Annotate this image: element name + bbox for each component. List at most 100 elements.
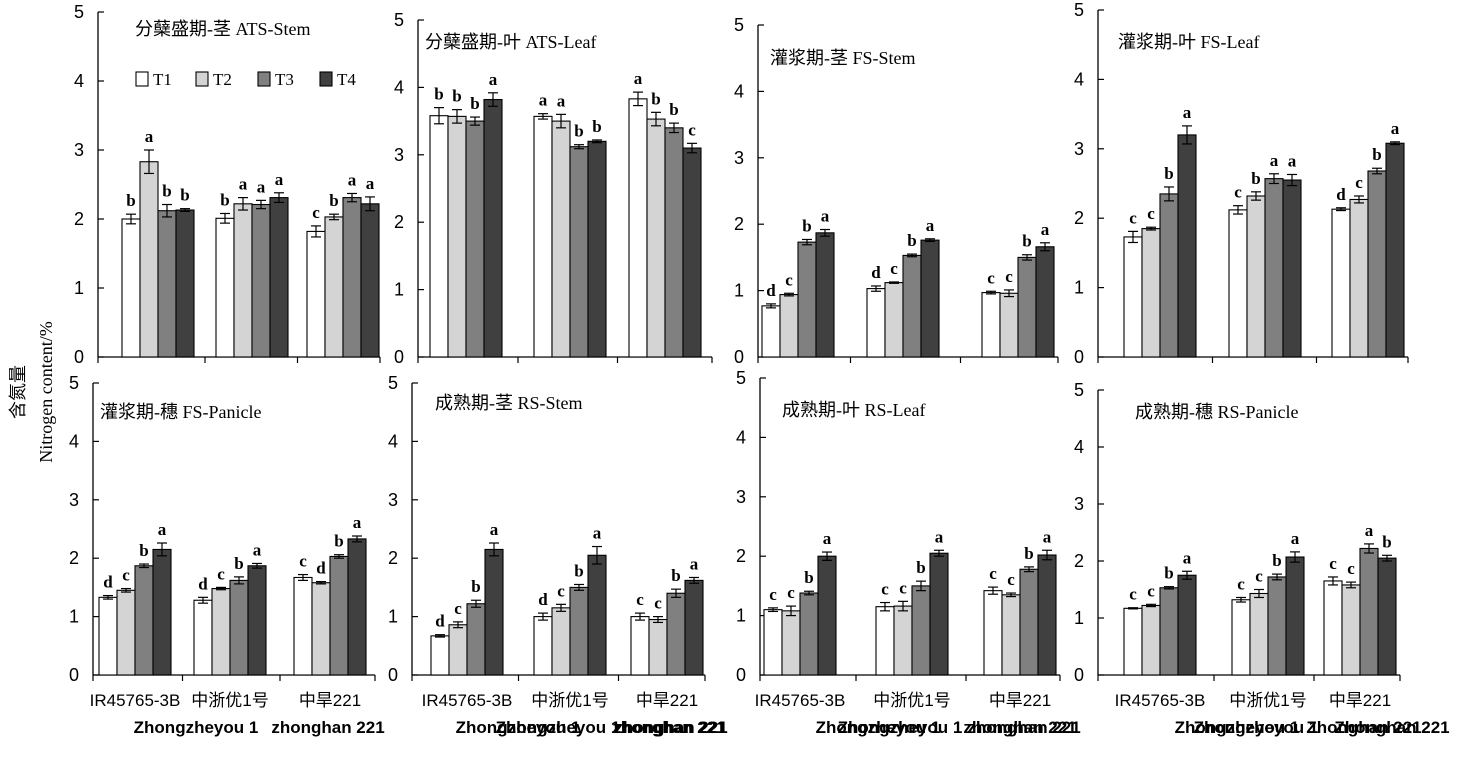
significance-letter: c	[636, 590, 644, 609]
significance-letter: c	[299, 552, 307, 571]
y-tick-label: 4	[74, 71, 84, 91]
bar-t4	[1385, 142, 1405, 358]
significance-letter: a	[690, 554, 699, 573]
significance-letter: c	[312, 203, 320, 222]
bar-t4	[247, 565, 267, 676]
significance-letter: a	[821, 207, 830, 226]
significance-letter: c	[1347, 559, 1355, 578]
category-label: 中浙优1号	[191, 691, 268, 710]
bar-t2	[779, 294, 799, 358]
significance-letter: b	[1272, 551, 1281, 570]
panel-title: 灌浆期-叶 FS-Leaf	[1118, 32, 1259, 52]
legend-swatch-t2	[195, 71, 209, 87]
significance-letter: b	[651, 89, 660, 108]
y-tick-label: 2	[69, 548, 79, 568]
bar-t4	[684, 579, 704, 676]
significance-letter: a	[1288, 151, 1297, 170]
category-label: 中旱221	[1329, 691, 1391, 710]
significance-letter: a	[935, 527, 944, 546]
bar-t3	[797, 241, 817, 358]
panel-title: 成熟期-叶 RS-Leaf	[782, 400, 925, 420]
bar-t3	[1159, 193, 1179, 358]
panel-title: 成熟期-茎 RS-Stem	[435, 393, 583, 413]
bar-t2	[233, 203, 253, 358]
category-label: 中旱221	[989, 691, 1051, 710]
bar-t1	[1231, 599, 1251, 676]
significance-letter: a	[926, 216, 935, 235]
category-label-en: Zhongzheyou 1	[456, 718, 581, 737]
bar-t3	[465, 120, 485, 358]
significance-letter: a	[253, 540, 262, 559]
bar-t2	[999, 292, 1019, 358]
significance-letter: c	[769, 585, 777, 604]
y-tick-label: 5	[734, 15, 744, 35]
significance-letter: c	[454, 599, 462, 618]
significance-letter: b	[452, 87, 461, 106]
significance-letter: c	[1005, 267, 1013, 286]
significance-letter: b	[671, 566, 680, 585]
significance-letter: c	[989, 564, 997, 583]
significance-letter: c	[1255, 567, 1263, 586]
y-tick-label: 1	[74, 278, 84, 298]
significance-letter: b	[1024, 544, 1033, 563]
bar-t3	[251, 203, 271, 358]
bar-t3	[911, 585, 931, 676]
panel-title: 成熟期-穗 RS-Panicle	[1135, 402, 1299, 422]
significance-letter: b	[334, 532, 343, 551]
bar-t4	[347, 538, 367, 676]
significance-letter: c	[1355, 173, 1363, 192]
bar-t3	[1159, 587, 1179, 676]
significance-letter: c	[785, 270, 793, 289]
significance-letter: c	[881, 580, 889, 599]
significance-letter: c	[1237, 574, 1245, 593]
bar-t1	[628, 98, 648, 358]
y-tick-label: 5	[736, 368, 746, 388]
legend-swatch-t1	[135, 71, 149, 87]
bar-t4	[1177, 134, 1197, 358]
significance-letter: b	[220, 190, 229, 209]
significance-letter: a	[275, 170, 284, 189]
bar-t2	[139, 161, 159, 358]
significance-letter: a	[348, 170, 357, 189]
bar-t2	[1141, 228, 1161, 358]
bar-t2	[1141, 604, 1161, 676]
y-tick-label: 3	[1074, 139, 1084, 159]
y-tick-label: 5	[388, 373, 398, 393]
y-tick-label: 3	[69, 490, 79, 510]
bar-t3	[1359, 547, 1379, 676]
y-tick-label: 2	[388, 548, 398, 568]
category-label: 中旱221	[636, 691, 698, 710]
y-tick-label: 4	[1074, 437, 1084, 457]
significance-letter: c	[1147, 204, 1155, 223]
y-tick-label: 4	[1074, 69, 1084, 89]
significance-letter: b	[471, 577, 480, 596]
significance-letter: c	[1129, 208, 1137, 227]
significance-letter: c	[217, 564, 225, 583]
bar-t2	[1341, 584, 1361, 676]
bar-t3	[1267, 576, 1287, 676]
significance-letter: a	[634, 69, 643, 88]
bar-t1	[1323, 580, 1343, 676]
significance-letter: a	[1183, 103, 1192, 122]
bar-t1	[630, 616, 650, 676]
bar-t3	[569, 146, 589, 358]
y-tick-label: 4	[388, 431, 398, 451]
y-axis-title-cn: 含氮量	[8, 365, 28, 419]
bar-t1	[981, 292, 1001, 358]
y-tick-label: 1	[388, 607, 398, 627]
panel-title: 分蘖盛期-叶 ATS-Leaf	[425, 32, 596, 52]
significance-letter: c	[1007, 570, 1015, 589]
bar-t4	[1282, 179, 1302, 358]
bar-t1	[533, 616, 553, 676]
significance-letter: b	[1382, 532, 1391, 551]
bar-t3	[1019, 568, 1039, 676]
legend-label: T4	[337, 70, 356, 89]
bar-t2	[1349, 198, 1369, 358]
bar-t1	[875, 606, 895, 676]
bar-t1	[1123, 607, 1143, 676]
category-label-en: Zhonghan 221	[1334, 718, 1449, 737]
significance-letter: b	[180, 186, 189, 205]
significance-letter: a	[557, 91, 566, 110]
bar-t4	[360, 203, 380, 358]
